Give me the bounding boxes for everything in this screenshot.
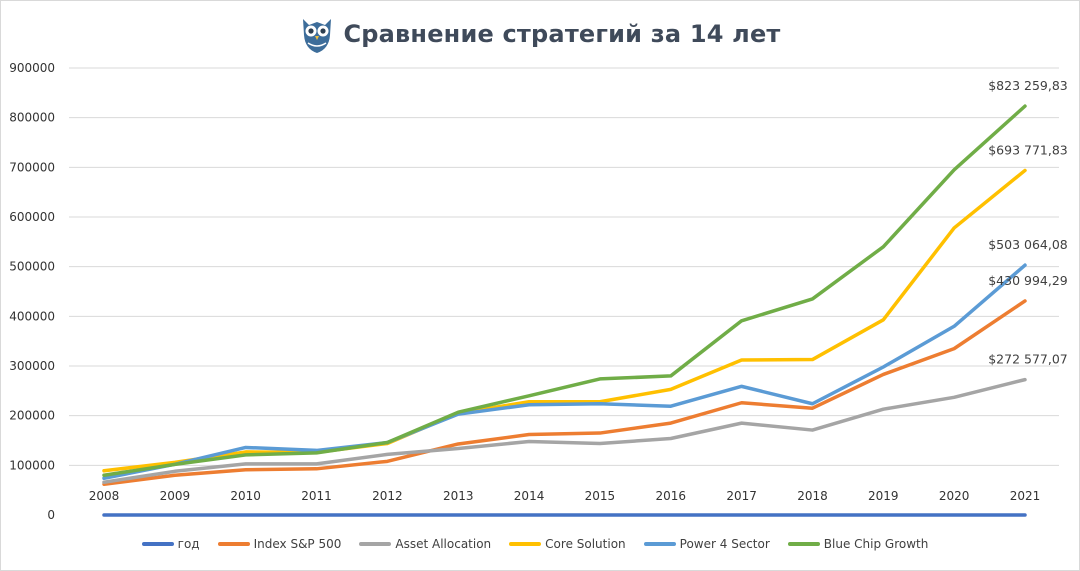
x-tick-label: 2018 [797, 489, 828, 503]
legend-swatch [141, 542, 174, 546]
legend-label: год [177, 537, 200, 551]
end-value-label: $430 994,29 [988, 273, 1068, 288]
end-value-label: $272 577,07 [988, 352, 1068, 367]
x-axis: 2008 2009 2010 2011 2012 2013 2014 2015 2016 2017… [89, 489, 1041, 503]
chart-title: Сравнение стратегий за 14 лет [343, 20, 781, 48]
y-axis: 0 100000 200000 300000 400000 500000 600000 700… [9, 61, 55, 522]
x-tick-label: 2016 [655, 489, 686, 503]
x-tick-label: 2008 [89, 489, 120, 503]
legend-swatch [787, 542, 820, 546]
y-tick-label: 800000 [9, 111, 55, 125]
legend-swatch [359, 542, 392, 546]
owl-logo-icon [303, 19, 332, 53]
y-tick-label: 200000 [9, 409, 55, 423]
end-value-label: $823 259,83 [988, 78, 1068, 93]
y-tick-label: 300000 [9, 359, 55, 373]
y-tick-label: 600000 [9, 210, 55, 224]
y-tick-label: 0 [47, 508, 55, 522]
legend-label: Core Solution [545, 537, 626, 551]
series-line-3 [102, 377, 1027, 484]
x-tick-label: 2015 [585, 489, 616, 503]
data-labels: $430 994,29 $272 577,07 $693 771,83 $503 06… [988, 78, 1068, 367]
legend-swatch [509, 542, 542, 546]
legend-label: Power 4 Sector [679, 537, 770, 551]
legend-label: Asset Allocation [395, 537, 492, 551]
x-tick-label: 2009 [160, 489, 191, 503]
x-tick-label: 2017 [726, 489, 757, 503]
end-value-label: $503 064,08 [988, 237, 1068, 252]
x-tick-label: 2010 [230, 489, 261, 503]
x-tick-label: 2020 [939, 489, 970, 503]
x-tick-label: 2021 [1010, 489, 1041, 503]
x-tick-label: 2014 [514, 489, 545, 503]
series-line-6 [102, 104, 1027, 478]
legend-swatch [217, 542, 250, 546]
legend-item: Power 4 Sector [643, 537, 780, 551]
y-tick-label: 400000 [9, 309, 55, 323]
series-line-5 [102, 263, 1027, 480]
y-tick-label: 100000 [9, 458, 55, 472]
legend-item: Index S&P 500 [217, 537, 352, 551]
x-tick-label: 2012 [372, 489, 403, 503]
x-tick-label: 2019 [868, 489, 899, 503]
y-tick-label: 700000 [9, 160, 55, 174]
x-tick-label: 2011 [301, 489, 332, 503]
x-tick-label: 2013 [443, 489, 474, 503]
chart-header: Сравнение стратегий за 14 лет [1, 11, 1079, 57]
y-tick-label: 500000 [9, 260, 55, 274]
legend-item: год [141, 537, 210, 551]
end-value-label: $693 771,83 [988, 142, 1068, 157]
series-line-2 [102, 299, 1027, 486]
legend-item: Blue Chip Growth [787, 537, 939, 551]
legend-label: Index S&P 500 [253, 537, 342, 551]
series-line-4 [102, 168, 1027, 473]
legend-label: Blue Chip Growth [823, 537, 929, 551]
legend-item: Core Solution [509, 537, 635, 551]
series-lines [102, 104, 1027, 517]
legend-swatch [643, 542, 676, 546]
y-tick-label: 900000 [9, 61, 55, 75]
legend-item: Asset Allocation [359, 537, 501, 551]
legend: год Index S&P 500 Asset Allocation Core Sol… [1, 537, 1079, 551]
